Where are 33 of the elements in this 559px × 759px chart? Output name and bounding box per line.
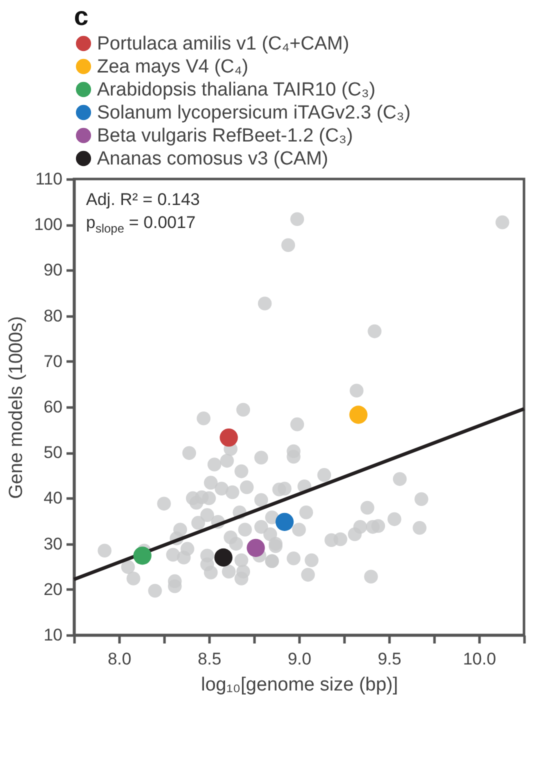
x-tick-label: 9.5 <box>378 650 402 668</box>
y-axis-title: Gene models (1000s) <box>6 316 28 499</box>
x-tick-label: 9.0 <box>288 650 312 668</box>
legend-label: Solanum lycopersicum iTAGv2.3 (C₃) <box>97 102 411 124</box>
y-tick-label: 30 <box>44 534 62 554</box>
x-tick-label: 8.0 <box>108 650 132 668</box>
y-tick-label: 40 <box>44 488 62 508</box>
chart-title: c <box>74 1 88 31</box>
point <box>133 546 152 565</box>
y-tick-label: 60 <box>44 398 62 416</box>
y-tick-label: 50 <box>44 443 62 462</box>
legend-label: Arabidopsis thaliana TAIR10 (C₃) <box>97 80 376 100</box>
y-tick-label: 20 <box>44 580 62 599</box>
point <box>214 548 232 567</box>
annotation: p$_{slope}$ = 0.0017 <box>86 212 197 237</box>
point <box>220 428 238 447</box>
legend-label: Portulaca amilis v1 (C₄+CAM) <box>97 34 350 54</box>
annotation: Adj. R² = 0.143 <box>86 189 200 211</box>
y-tick-label: 100 <box>34 215 62 234</box>
x-tick-label: 8.5 <box>198 650 222 668</box>
legend-label: Zea mays V4 (C₄) <box>97 56 248 78</box>
y-tick-label: 10 <box>44 626 62 644</box>
point <box>246 538 265 557</box>
y-tick-label: 70 <box>44 352 62 371</box>
point <box>276 512 294 531</box>
y-tick-label: 90 <box>44 260 62 280</box>
point <box>349 406 368 424</box>
x-tick-label: 10.0 <box>462 650 496 668</box>
y-tick-label: 80 <box>44 306 62 326</box>
x-axis-title: log₁₀[genome size (bp)] <box>200 674 398 696</box>
legend-label: Ananas comosus v3 (CAM) <box>97 148 328 170</box>
y-tick-label: 110 <box>35 170 62 188</box>
legend-label: Beta vulgaris RefBeet-1.2 (C₃) <box>97 126 353 146</box>
